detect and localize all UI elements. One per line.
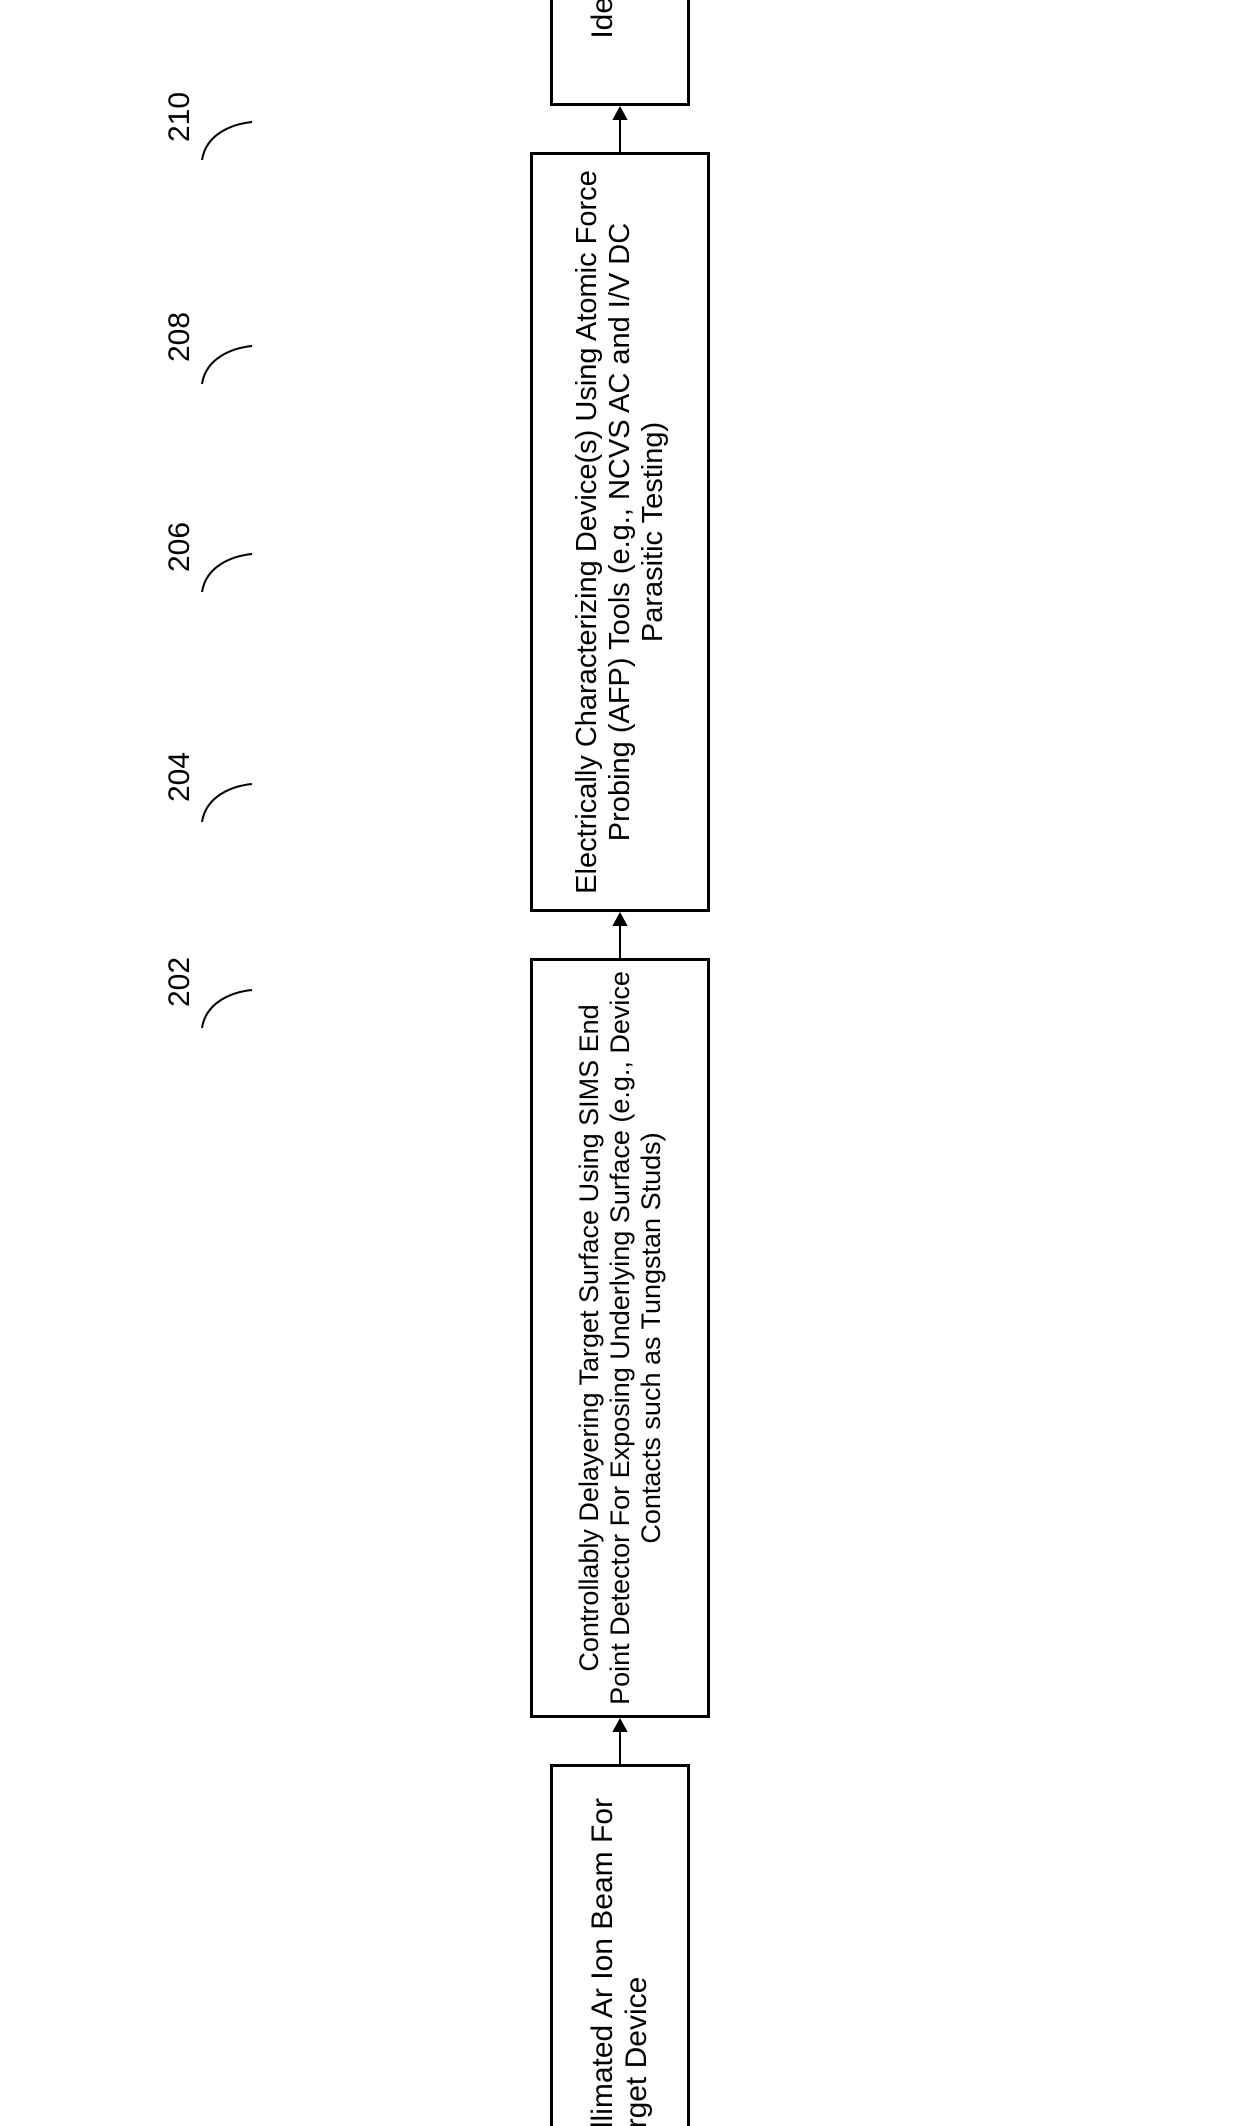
lead-line-204 bbox=[202, 784, 252, 822]
reference-202: 202 bbox=[163, 957, 197, 1007]
flow-step-206: Electrically Characterizing Device(s) Us… bbox=[530, 152, 710, 912]
reference-204: 204 bbox=[163, 752, 197, 802]
lead-line-208 bbox=[202, 346, 252, 384]
flow-arrow bbox=[605, 106, 635, 152]
flow-step-label: Identifying Irregularities Based on the … bbox=[585, 0, 655, 93]
diagram-canvas: Generating Low Energy Collimated Ar Ion … bbox=[0, 0, 1240, 1063]
flow-rotator: Generating Low Energy Collimated Ar Ion … bbox=[530, 0, 710, 2126]
reference-label: 210 bbox=[163, 92, 196, 142]
lead-line-210 bbox=[202, 122, 252, 160]
reference-206: 206 bbox=[163, 522, 197, 572]
reference-210: 210 bbox=[163, 92, 197, 142]
flow-step-204: Controllably Delayering Target Surface U… bbox=[530, 958, 710, 1718]
flow-step-208: Identifying Irregularities Based on the … bbox=[550, 0, 690, 106]
reference-label: 202 bbox=[163, 957, 196, 1007]
flowchart: Generating Low Energy Collimated Ar Ion … bbox=[530, 0, 710, 2126]
flow-step-label: Electrically Characterizing Device(s) Us… bbox=[571, 165, 670, 899]
flow-step-label: Controllably Delayering Target Surface U… bbox=[574, 971, 667, 1705]
reference-label: 204 bbox=[163, 752, 196, 802]
reference-label: 206 bbox=[163, 522, 196, 572]
reference-208: 208 bbox=[163, 312, 197, 362]
flow-step-202: Generating Low Energy Collimated Ar Ion … bbox=[550, 1764, 690, 2126]
flow-arrow bbox=[605, 1718, 635, 1764]
reference-label: 208 bbox=[163, 312, 196, 362]
flow-step-label: Generating Low Energy Collimated Ar Ion … bbox=[586, 1777, 654, 2126]
lead-line-202 bbox=[202, 990, 252, 1028]
flow-arrow bbox=[605, 912, 635, 958]
lead-line-206 bbox=[202, 554, 252, 592]
